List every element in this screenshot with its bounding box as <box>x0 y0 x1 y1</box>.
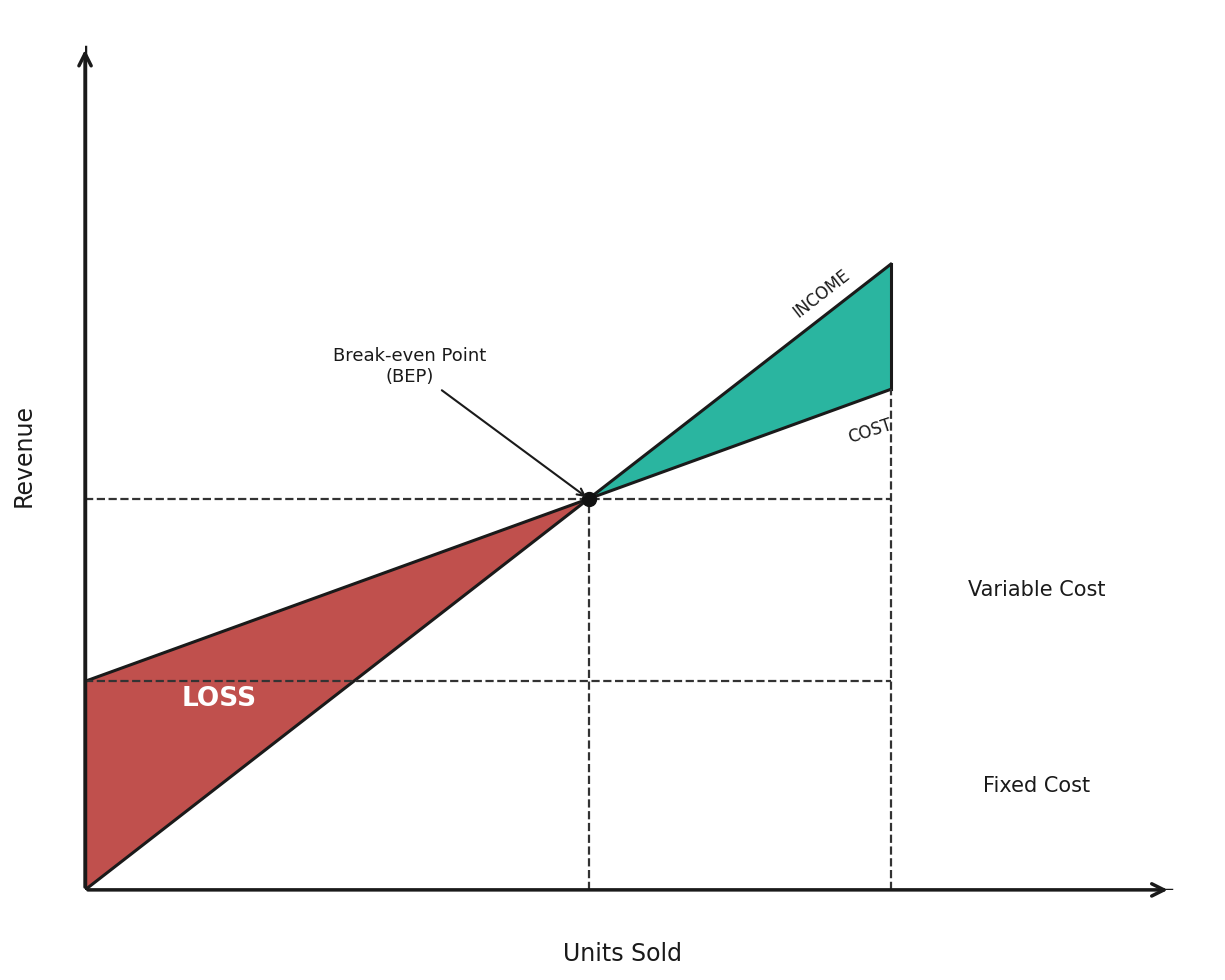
Text: Units Sold: Units Sold <box>562 942 682 966</box>
Text: Variable Cost: Variable Cost <box>968 580 1105 600</box>
Polygon shape <box>85 499 589 890</box>
Text: INCOME: INCOME <box>790 266 854 320</box>
Text: Revenue: Revenue <box>11 404 36 507</box>
Text: LOSS: LOSS <box>181 686 257 711</box>
Text: COST: COST <box>846 416 894 447</box>
Text: Fixed Cost: Fixed Cost <box>982 775 1090 796</box>
Text: PROFIT: PROFIT <box>702 501 833 532</box>
Text: Break-even Point
(BEP): Break-even Point (BEP) <box>333 347 584 496</box>
Polygon shape <box>589 265 891 499</box>
